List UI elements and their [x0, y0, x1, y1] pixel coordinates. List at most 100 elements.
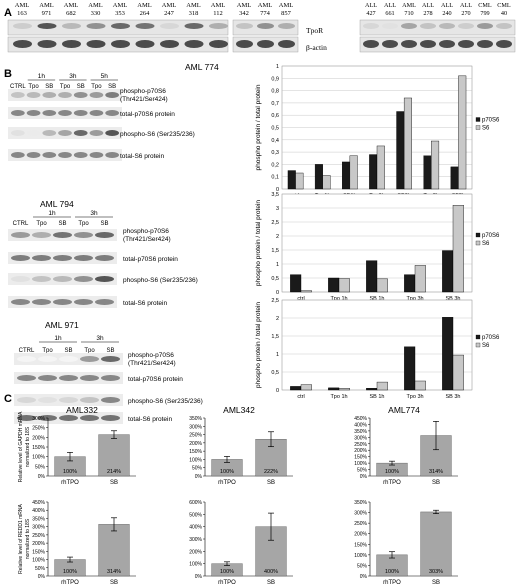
band	[26, 92, 41, 98]
lane-label: CTRL	[19, 348, 35, 354]
lane-label: Tpo	[84, 348, 95, 354]
y-tick-label: 50%	[35, 464, 46, 470]
y-axis-label: Relative level of GAPDH mRNA	[18, 411, 24, 482]
band	[53, 255, 72, 261]
lane-label-a1: AML 112	[211, 2, 225, 17]
x-tick-label: ctrl	[297, 394, 304, 400]
band-label: total-p70S6 protein	[120, 111, 175, 118]
time-label: 1h	[48, 210, 56, 217]
legend-entry: S6	[482, 241, 490, 247]
band	[74, 299, 93, 305]
band-tpor	[257, 23, 274, 29]
bar-p70S6-ctrl	[290, 274, 302, 293]
band	[74, 276, 93, 282]
lane-label: CTRL	[13, 221, 29, 227]
band	[17, 397, 36, 403]
bar-p70S6-ctrl	[290, 386, 302, 391]
x-tick-label: SB 3h	[446, 296, 461, 302]
band	[73, 92, 88, 98]
bar-p70S6-Tpo 3h	[404, 346, 416, 391]
chart-8: 0% 50% 100% 150% 200% 250% 300% 350% 100% rhTPO 30…	[354, 500, 458, 586]
y-tick-label: 1,5	[271, 248, 279, 254]
x-tick-label: rhTPO	[218, 580, 236, 586]
bar-p70S6-SB5h	[450, 166, 459, 190]
lane-label: Tpo	[91, 84, 102, 90]
blot-title: AML 774	[185, 62, 219, 72]
bar-S6-SB 3h	[452, 204, 464, 293]
band	[74, 255, 93, 261]
band-tpor	[477, 23, 493, 29]
band	[11, 255, 30, 261]
y-axis-label: phospho protein / total protein	[255, 200, 262, 286]
y-tick-label: 300%	[189, 424, 202, 430]
band-label: phospho-p70S6 (Thr421/Ser424)	[128, 352, 176, 367]
y-tick-label: 600%	[189, 500, 202, 506]
band	[26, 152, 41, 158]
bar-value-label: 400%	[264, 569, 278, 575]
y-tick-label: 0%	[360, 474, 368, 480]
band-tpor	[37, 23, 57, 29]
band	[11, 276, 30, 282]
chart-6: 0% 50% 100% 150% 200% 250% 300% 350% 400% 450% 100…	[18, 500, 136, 586]
band	[26, 130, 41, 136]
lane-label-a1: AML 163	[15, 2, 29, 17]
lane-label: Tpo	[36, 221, 47, 227]
band	[32, 255, 51, 261]
chart-1: 0 0,5 1 1,5 2 2,5 3 3,5 ctrl Tpo 1h SB 1h Tpo 3h SB …	[255, 192, 500, 302]
band-actin	[236, 40, 253, 48]
y-axis-label: phospho protein / total protein	[255, 302, 262, 388]
lane-label-a3: AML 710	[402, 2, 416, 17]
lane-label-a1: AML 682	[64, 2, 78, 17]
band	[59, 356, 78, 362]
y-tick-label: 0,9	[271, 76, 279, 82]
lane-label-a2: AML 342	[237, 2, 251, 17]
band	[11, 110, 25, 116]
y-tick-label: 1	[276, 64, 279, 70]
bar-SB	[420, 511, 452, 577]
time-label: 3h	[69, 73, 77, 80]
x-tick-label: SB 1h	[370, 296, 385, 302]
band-label: phospho-S6 (Ser235/236)	[123, 277, 198, 284]
x-tick-label: Tpo 1h	[330, 296, 347, 302]
x-tick-label: SB	[432, 480, 440, 486]
bar-value-label: 100%	[63, 569, 77, 575]
lane-label-a1: AML 318	[186, 2, 200, 17]
y-tick-label: 350%	[354, 429, 367, 435]
band	[53, 299, 72, 305]
bar-S6-ctrl	[295, 172, 304, 190]
blot-title: AML 794	[40, 199, 74, 209]
y-tick-label: 0,1	[271, 175, 279, 181]
time-label: 1h	[38, 73, 46, 80]
band-actin	[209, 40, 228, 48]
bar-p70S6-Tpo5h	[423, 155, 432, 190]
y-tick-label: 450%	[354, 416, 367, 422]
band-tpor	[209, 23, 228, 29]
band-tpor	[439, 23, 455, 29]
band	[53, 232, 72, 238]
band	[73, 110, 88, 116]
y-tick-label: 200%	[354, 448, 367, 454]
lane-label-a1: AML 264	[137, 2, 151, 17]
y-tick-label: 0%	[360, 574, 368, 580]
y-tick-label: 300%	[32, 416, 45, 422]
y-tick-label: 100%	[189, 562, 202, 568]
x-tick-label: Tpo 3h	[406, 394, 423, 400]
bar-S6-ctrl	[300, 290, 312, 293]
bar-value-label: 100%	[385, 469, 399, 475]
band	[11, 92, 25, 98]
band-actin	[496, 40, 512, 48]
bar-p70S6-Tpo 1h	[328, 277, 340, 293]
y-tick-label: 50%	[357, 563, 368, 569]
y-tick-label: 50%	[35, 566, 46, 572]
band-actin	[86, 40, 106, 48]
y-tick-label: 200%	[354, 532, 367, 538]
band	[26, 110, 41, 116]
band	[74, 232, 93, 238]
band-tpor	[135, 23, 155, 29]
x-tick-label: SB	[267, 580, 275, 586]
band-tpor	[496, 23, 512, 29]
lane-label: CTRL	[10, 84, 26, 90]
y-tick-label: 250%	[354, 442, 367, 448]
y-tick-label: 300%	[32, 525, 45, 531]
band	[105, 152, 120, 158]
